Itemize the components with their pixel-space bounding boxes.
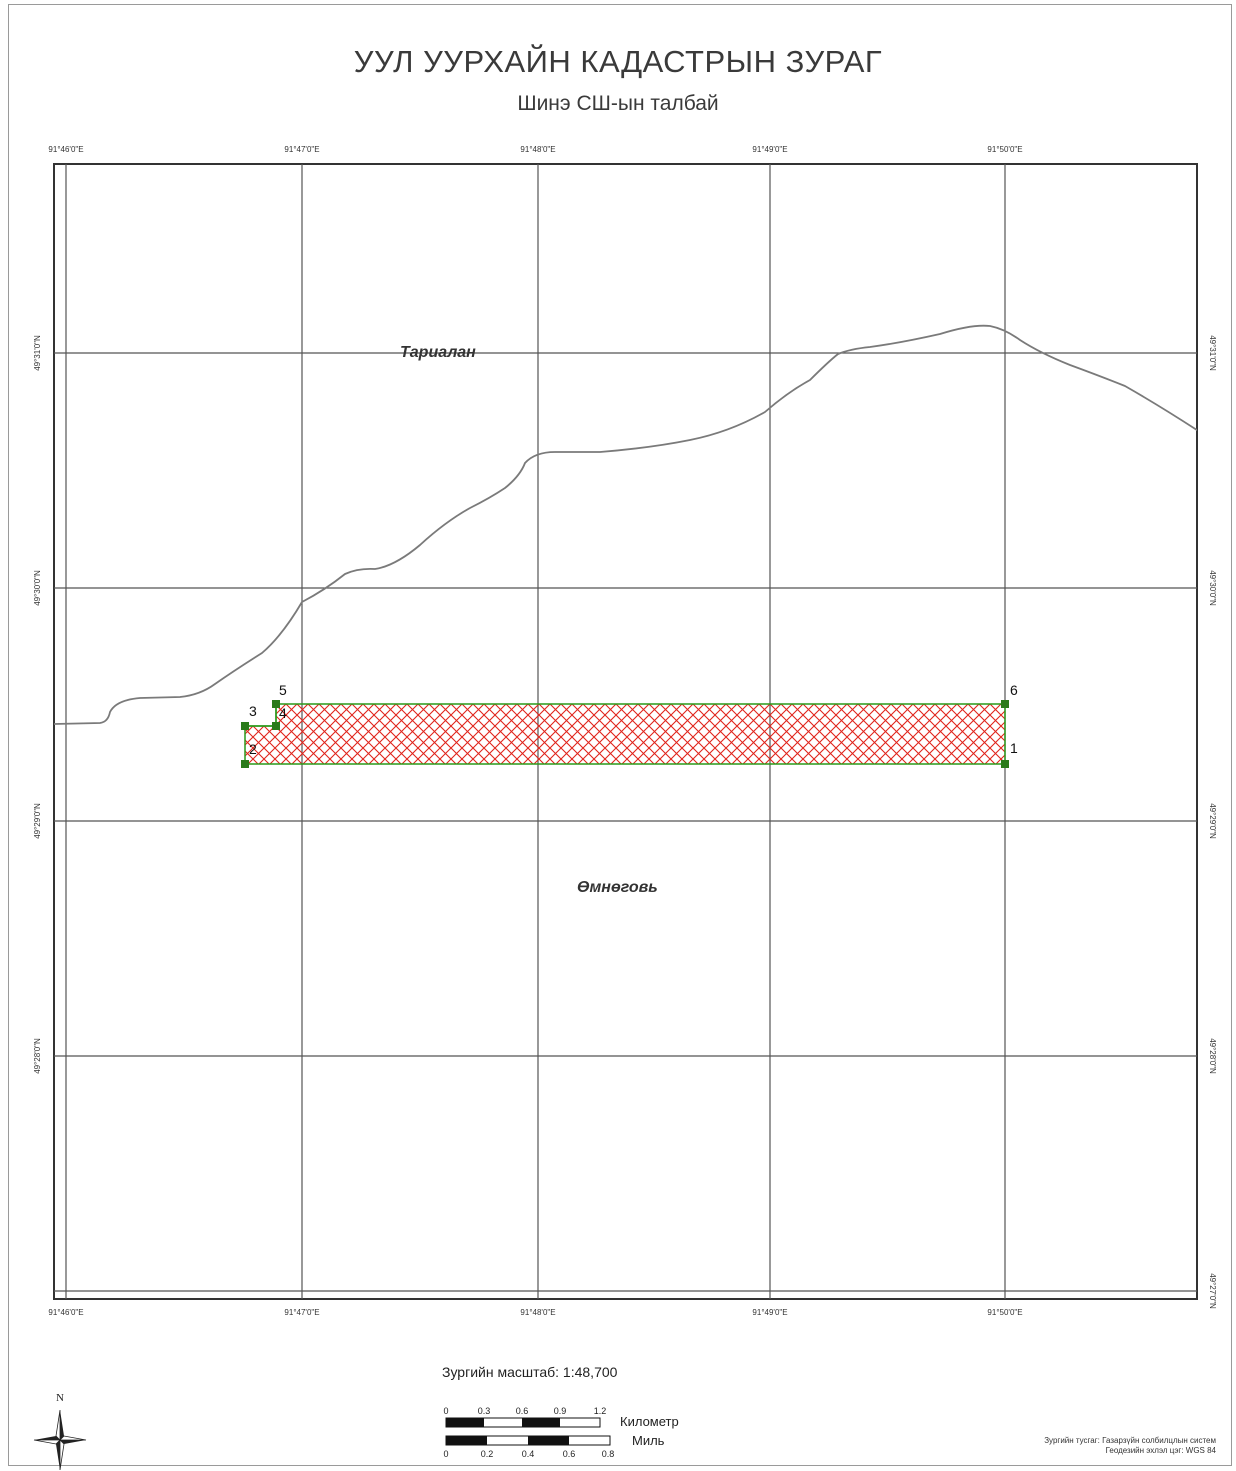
scale-tick-km: 0.3 <box>478 1406 491 1416</box>
latitude-label-right: 49°31'0"N <box>1208 335 1217 371</box>
scale-text: Зургийн масштаб: 1:48,700 <box>442 1364 618 1380</box>
region-label-umnugovi: Өмнөговь <box>577 879 658 896</box>
map-neatline <box>53 163 1198 1300</box>
latitude-label-right: 49°27'0"N <box>1208 1273 1217 1309</box>
parcel-vertices <box>241 700 1009 768</box>
vertex-marker <box>241 722 249 730</box>
vertex-marker <box>1001 760 1009 768</box>
scale-tick-mile: 0.2 <box>481 1449 494 1459</box>
latitude-label-right: 49°29'0"N <box>1208 803 1217 839</box>
vertex-marker <box>272 700 280 708</box>
scale-bar-mile <box>445 1435 611 1446</box>
longitude-label-bottom: 91°47'0"E <box>284 1308 319 1317</box>
latitude-label-left: 49°31'0"N <box>33 335 42 371</box>
north-label: N <box>56 1392 64 1404</box>
longitude-label-bottom: 91°50'0"E <box>987 1308 1022 1317</box>
projection-note: Зургийн тусгаг: Газарзүйн солбилцлын сис… <box>1044 1436 1216 1445</box>
scale-unit-mile: Миль <box>632 1433 665 1448</box>
longitude-label-bottom: 91°48'0"E <box>520 1308 555 1317</box>
vertex-marker <box>241 760 249 768</box>
map-subtitle: Шинэ СШ-ын талбай <box>517 92 719 115</box>
latitude-label-left: 49°30'0"N <box>33 570 42 606</box>
longitude-label-bottom: 91°46'0"E <box>48 1308 83 1317</box>
longitude-label-top: 91°46'0"E <box>48 145 83 154</box>
longitude-label-top: 91°48'0"E <box>520 145 555 154</box>
latitude-label-left: 49°28'0"N <box>33 1038 42 1074</box>
scale-tick-mile: 0.8 <box>602 1449 615 1459</box>
vertex-label: 6 <box>1010 682 1018 698</box>
scale-tick-km: 0 <box>443 1406 448 1416</box>
scale-tick-km: 0.6 <box>516 1406 529 1416</box>
map-title: УУЛ УУРХАЙН КАДАСТРЫН ЗУРАГ <box>353 44 883 79</box>
longitude-label-top: 91°50'0"E <box>987 145 1022 154</box>
scale-tick-mile: 0.6 <box>563 1449 576 1459</box>
scale-tick-km: 0.9 <box>554 1406 567 1416</box>
vertex-label: 1 <box>1010 740 1018 756</box>
vertex-marker <box>272 722 280 730</box>
scale-unit-km: Километр <box>620 1414 679 1429</box>
scale-tick-km: 1.2 <box>594 1406 607 1416</box>
vertex-label: 3 <box>249 703 257 719</box>
longitude-label-top: 91°47'0"E <box>284 145 319 154</box>
longitude-label-bottom: 91°49'0"E <box>752 1308 787 1317</box>
license-parcel-polygon <box>244 703 1006 765</box>
soum-boundary-line <box>54 324 1197 725</box>
datum-note: Геодезийн эхлэл цэг: WGS 84 <box>1105 1446 1216 1455</box>
longitude-label-top: 91°49'0"E <box>752 145 787 154</box>
latitude-label-left: 49°29'0"N <box>33 803 42 839</box>
scale-bar-km <box>445 1417 601 1428</box>
scale-tick-mile: 0 <box>443 1449 448 1459</box>
region-label-tarialan: Тариалан <box>400 344 476 361</box>
vertex-marker <box>1001 700 1009 708</box>
latitude-label-right: 49°30'0"N <box>1208 570 1217 606</box>
map-sheet <box>8 4 1232 1466</box>
latitude-label-right: 49°28'0"N <box>1208 1038 1217 1074</box>
vertex-label: 4 <box>279 705 287 721</box>
vertex-label: 2 <box>249 741 257 757</box>
scale-tick-mile: 0.4 <box>522 1449 535 1459</box>
north-arrow-icon <box>33 1409 87 1471</box>
vertex-label: 5 <box>279 682 287 698</box>
